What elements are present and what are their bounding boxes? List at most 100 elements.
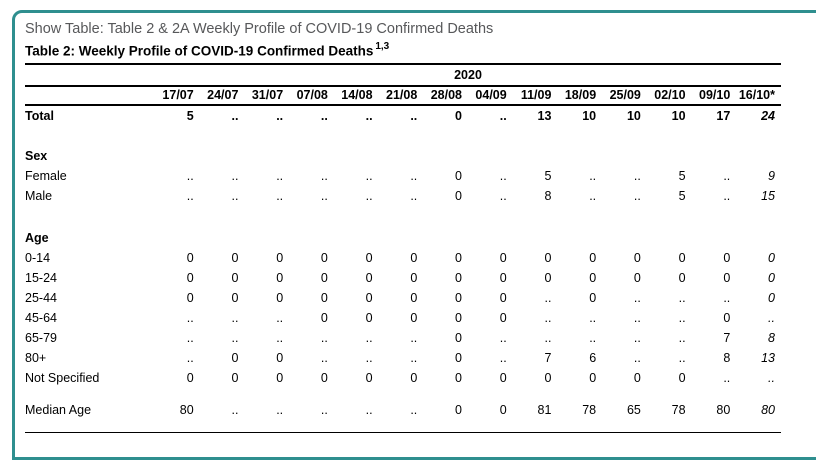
- table-cell: 80: [761, 402, 775, 417]
- table-cell: ..: [499, 330, 507, 345]
- table-cell: ..: [633, 310, 641, 325]
- table-cell: 0: [186, 270, 194, 285]
- table-cell: 78: [671, 402, 686, 417]
- spacer-row: [25, 206, 781, 228]
- table-cell: 0: [455, 290, 462, 305]
- table-cell: ..: [589, 310, 597, 325]
- table-cell: 0: [768, 290, 775, 305]
- table-cell: 0: [455, 188, 462, 203]
- table-cell: 0: [320, 370, 328, 385]
- table-title-superscript: 1,3: [375, 41, 390, 52]
- table-cell: ..: [276, 330, 284, 345]
- row-label: Female: [25, 168, 67, 183]
- table-cell: ..: [589, 188, 597, 203]
- row-label: Male: [25, 188, 53, 203]
- show-table-toggle[interactable]: Show Table: Table 2 & 2A Weekly Profile …: [25, 21, 494, 37]
- table-cell: ..: [499, 168, 507, 183]
- table-cell: 0: [276, 350, 284, 365]
- table-cell: 0: [455, 350, 462, 365]
- table-cell: ..: [320, 330, 328, 345]
- table-cell: ..: [320, 168, 328, 183]
- table-cell: 0: [678, 250, 686, 265]
- table-row: Female............ 0.. 5.... 5.. 9: [25, 166, 781, 186]
- column-header: 18/09: [564, 88, 597, 102]
- table-cell: 5: [186, 108, 194, 123]
- row-label: 80+: [25, 350, 47, 365]
- table-cell: 7: [544, 350, 552, 365]
- table-cell: 0: [365, 370, 373, 385]
- table-cell: 0: [410, 270, 418, 285]
- table-cell: 0: [768, 270, 775, 285]
- table-cell: ..: [276, 108, 284, 123]
- table-cell: ..: [276, 402, 284, 417]
- table-cell: ..: [768, 310, 775, 325]
- spacer-row: [25, 126, 781, 146]
- table-cell: 24: [761, 108, 775, 123]
- weekly-profile-table: 2020 17/07 24/07 31/07 07/08 14/08 21/08 28/08…: [25, 65, 781, 433]
- table-cell: ..: [320, 350, 328, 365]
- column-header: 31/07: [251, 88, 284, 102]
- table-cell: ..: [365, 168, 373, 183]
- table-cell: ..: [633, 290, 641, 305]
- table-cell: 0: [499, 310, 507, 325]
- table-cell: ..: [633, 168, 641, 183]
- table-cell: 0: [678, 270, 686, 285]
- table-row: 15-24 0 0 0 0 0 0 0 0 0 0 0 0 0 0: [25, 268, 781, 288]
- table-cell: 8: [544, 188, 552, 203]
- column-header: 25/09: [609, 88, 641, 102]
- column-header: 16/10*: [738, 88, 775, 102]
- table-cell: 0: [589, 270, 597, 285]
- column-header: 07/08: [296, 88, 328, 102]
- table-cell: 0: [455, 330, 462, 345]
- column-header: 28/08: [430, 88, 462, 102]
- table-cell: 0: [410, 370, 418, 385]
- table-cell: 5: [678, 188, 686, 203]
- table-body: Total 5.......... 0.. 13 10 10 10 17 24 Sex Female…: [25, 106, 781, 433]
- table-cell: ..: [365, 108, 373, 123]
- table-cell: 0: [365, 310, 373, 325]
- table-cell: 0: [633, 250, 641, 265]
- table-cell: 0: [320, 310, 328, 325]
- table-cell: 0: [410, 290, 418, 305]
- table-cell: 80: [179, 402, 194, 417]
- table-cell: 0: [455, 168, 462, 183]
- table-cell: ..: [499, 350, 507, 365]
- row-label: Median Age: [25, 402, 92, 417]
- table-cell: ..: [365, 330, 373, 345]
- table-cell: ..: [365, 402, 373, 417]
- spacer-row: [25, 388, 781, 400]
- table-cell: 0: [499, 290, 507, 305]
- table-cell: 0: [589, 250, 597, 265]
- table-cell: ..: [320, 108, 328, 123]
- table-cell: 65: [626, 402, 641, 417]
- table-cell: 80: [716, 402, 731, 417]
- table-cell: 15: [761, 188, 775, 203]
- table-cell: 0: [633, 370, 641, 385]
- row-label: 15-24: [25, 270, 57, 285]
- table-cell: 0: [678, 370, 686, 385]
- table-cell: 0: [365, 250, 373, 265]
- table-cell: ..: [723, 168, 731, 183]
- table-cell: ..: [678, 310, 686, 325]
- table-cell: ..: [231, 188, 239, 203]
- table-cell: 10: [671, 108, 686, 123]
- column-header: 11/09: [520, 88, 552, 102]
- table-cell: ..: [723, 290, 731, 305]
- column-header: 09/10: [699, 88, 731, 102]
- table-cell: 0: [499, 270, 507, 285]
- table-cell: 0: [723, 250, 731, 265]
- table-row: 0-14 0 0 0 0 0 0 0 0 0 0 0 0 0 0: [25, 248, 781, 268]
- table-cell: 0: [231, 370, 239, 385]
- row-label: Sex: [25, 148, 48, 163]
- table-cell: ..: [186, 188, 194, 203]
- table-cell: ..: [186, 168, 194, 183]
- table-cell: ..: [678, 350, 686, 365]
- table-cell: 0: [365, 290, 373, 305]
- column-header: 04/09: [475, 88, 507, 102]
- table-cell: ..: [231, 108, 239, 123]
- table-cell: ..: [365, 350, 373, 365]
- table-cell: ..: [633, 330, 641, 345]
- table-cell: 0: [544, 250, 552, 265]
- table-cell: 0: [320, 270, 328, 285]
- column-header: 21/08: [386, 88, 418, 102]
